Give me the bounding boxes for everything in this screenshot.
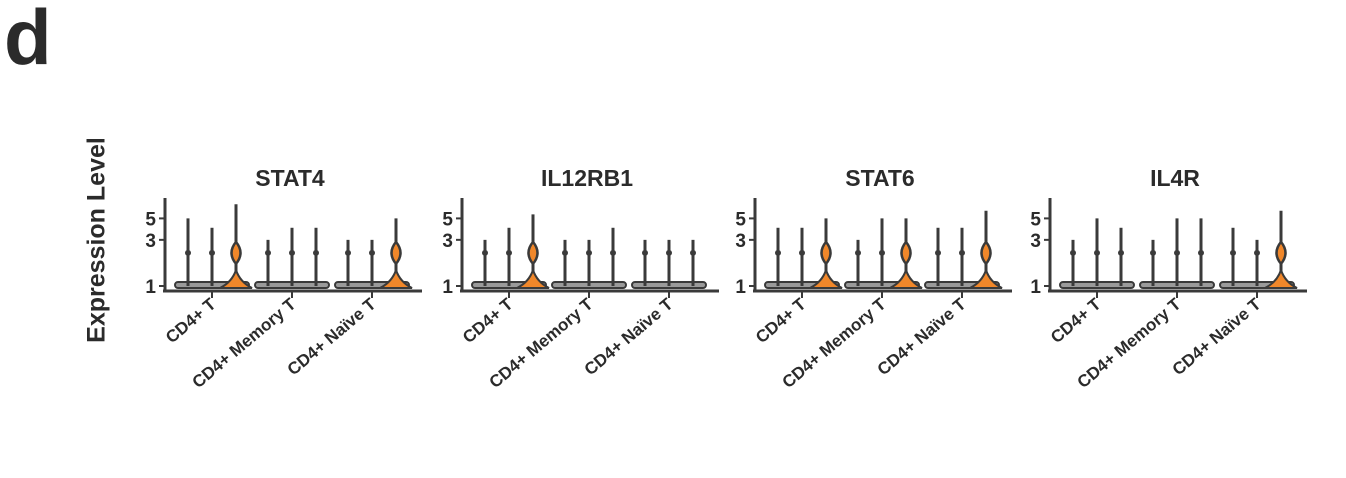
panel-title: STAT4: [255, 165, 325, 191]
violin-point: [369, 249, 375, 256]
y-tick-label: 5: [1030, 209, 1041, 230]
violin-point: [690, 249, 696, 256]
panel-title: STAT6: [845, 165, 914, 191]
violin-bulb: [527, 239, 539, 266]
violin-density: [969, 266, 1003, 289]
y-tick-label: 3: [442, 231, 453, 252]
violin-point: [879, 249, 885, 256]
x-tick-label: CD4+ Naïve T: [874, 294, 970, 379]
violin-point: [482, 249, 488, 256]
violin-point: [313, 249, 319, 256]
violin-point: [1198, 249, 1204, 256]
violin-point: [1230, 249, 1236, 256]
panel-letter: d: [4, 0, 52, 81]
violin-point: [610, 249, 616, 256]
violin-point: [1118, 249, 1124, 256]
violin-density: [809, 266, 843, 289]
violin-point: [642, 249, 648, 256]
violin-density: [516, 266, 550, 289]
x-tick-label: CD4+ Naïve T: [581, 294, 677, 379]
y-tick-label: 5: [145, 209, 156, 230]
violin-point: [935, 249, 941, 256]
violin-point: [1174, 249, 1180, 256]
violin-point: [1254, 249, 1260, 256]
violin-bulb: [980, 239, 992, 266]
y-tick-label: 1: [145, 277, 156, 298]
violin-point: [775, 249, 781, 256]
violin-point: [855, 249, 861, 256]
violin-point: [1070, 249, 1076, 256]
violin-point: [289, 249, 295, 256]
violin-bulb: [820, 239, 832, 266]
violin-point: [265, 249, 271, 256]
violin-bulb: [390, 239, 402, 266]
violin-point: [345, 249, 351, 256]
y-tick-label: 1: [735, 277, 746, 298]
violin-point: [185, 249, 191, 256]
violin-point: [799, 249, 805, 256]
x-tick-label: CD4+ Naïve T: [284, 294, 380, 379]
violin-density: [1264, 266, 1298, 289]
panel-title: IL4R: [1150, 165, 1200, 191]
violin-density: [379, 266, 413, 289]
violin-bulb: [1275, 239, 1287, 266]
violin-point: [1094, 249, 1100, 256]
violin-density: [889, 266, 923, 289]
x-tick-label: CD4+ T: [162, 294, 220, 347]
y-tick-label: 3: [1030, 231, 1041, 252]
violin-point: [586, 249, 592, 256]
y-tick-label: 3: [145, 231, 156, 252]
y-tick-label: 5: [735, 209, 746, 230]
x-tick-label: CD4+ T: [1047, 294, 1105, 347]
violin-bulb: [230, 239, 242, 266]
y-tick-label: 1: [442, 277, 453, 298]
x-tick-label: CD4+ T: [752, 294, 810, 347]
violin-point: [506, 249, 512, 256]
violin-point: [562, 249, 568, 256]
violin-bulb: [900, 239, 912, 266]
x-tick-label: CD4+ T: [459, 294, 517, 347]
y-tick-label: 5: [442, 209, 453, 230]
violin-point: [1150, 249, 1156, 256]
y-tick-label: 3: [735, 231, 746, 252]
violin-point: [209, 249, 215, 256]
violin-density: [219, 266, 253, 289]
panel-title: IL12RB1: [541, 165, 633, 191]
violin-point: [959, 249, 965, 256]
y-tick-label: 1: [1030, 277, 1041, 298]
x-tick-label: CD4+ Naïve T: [1169, 294, 1265, 379]
violin-point: [666, 249, 672, 256]
